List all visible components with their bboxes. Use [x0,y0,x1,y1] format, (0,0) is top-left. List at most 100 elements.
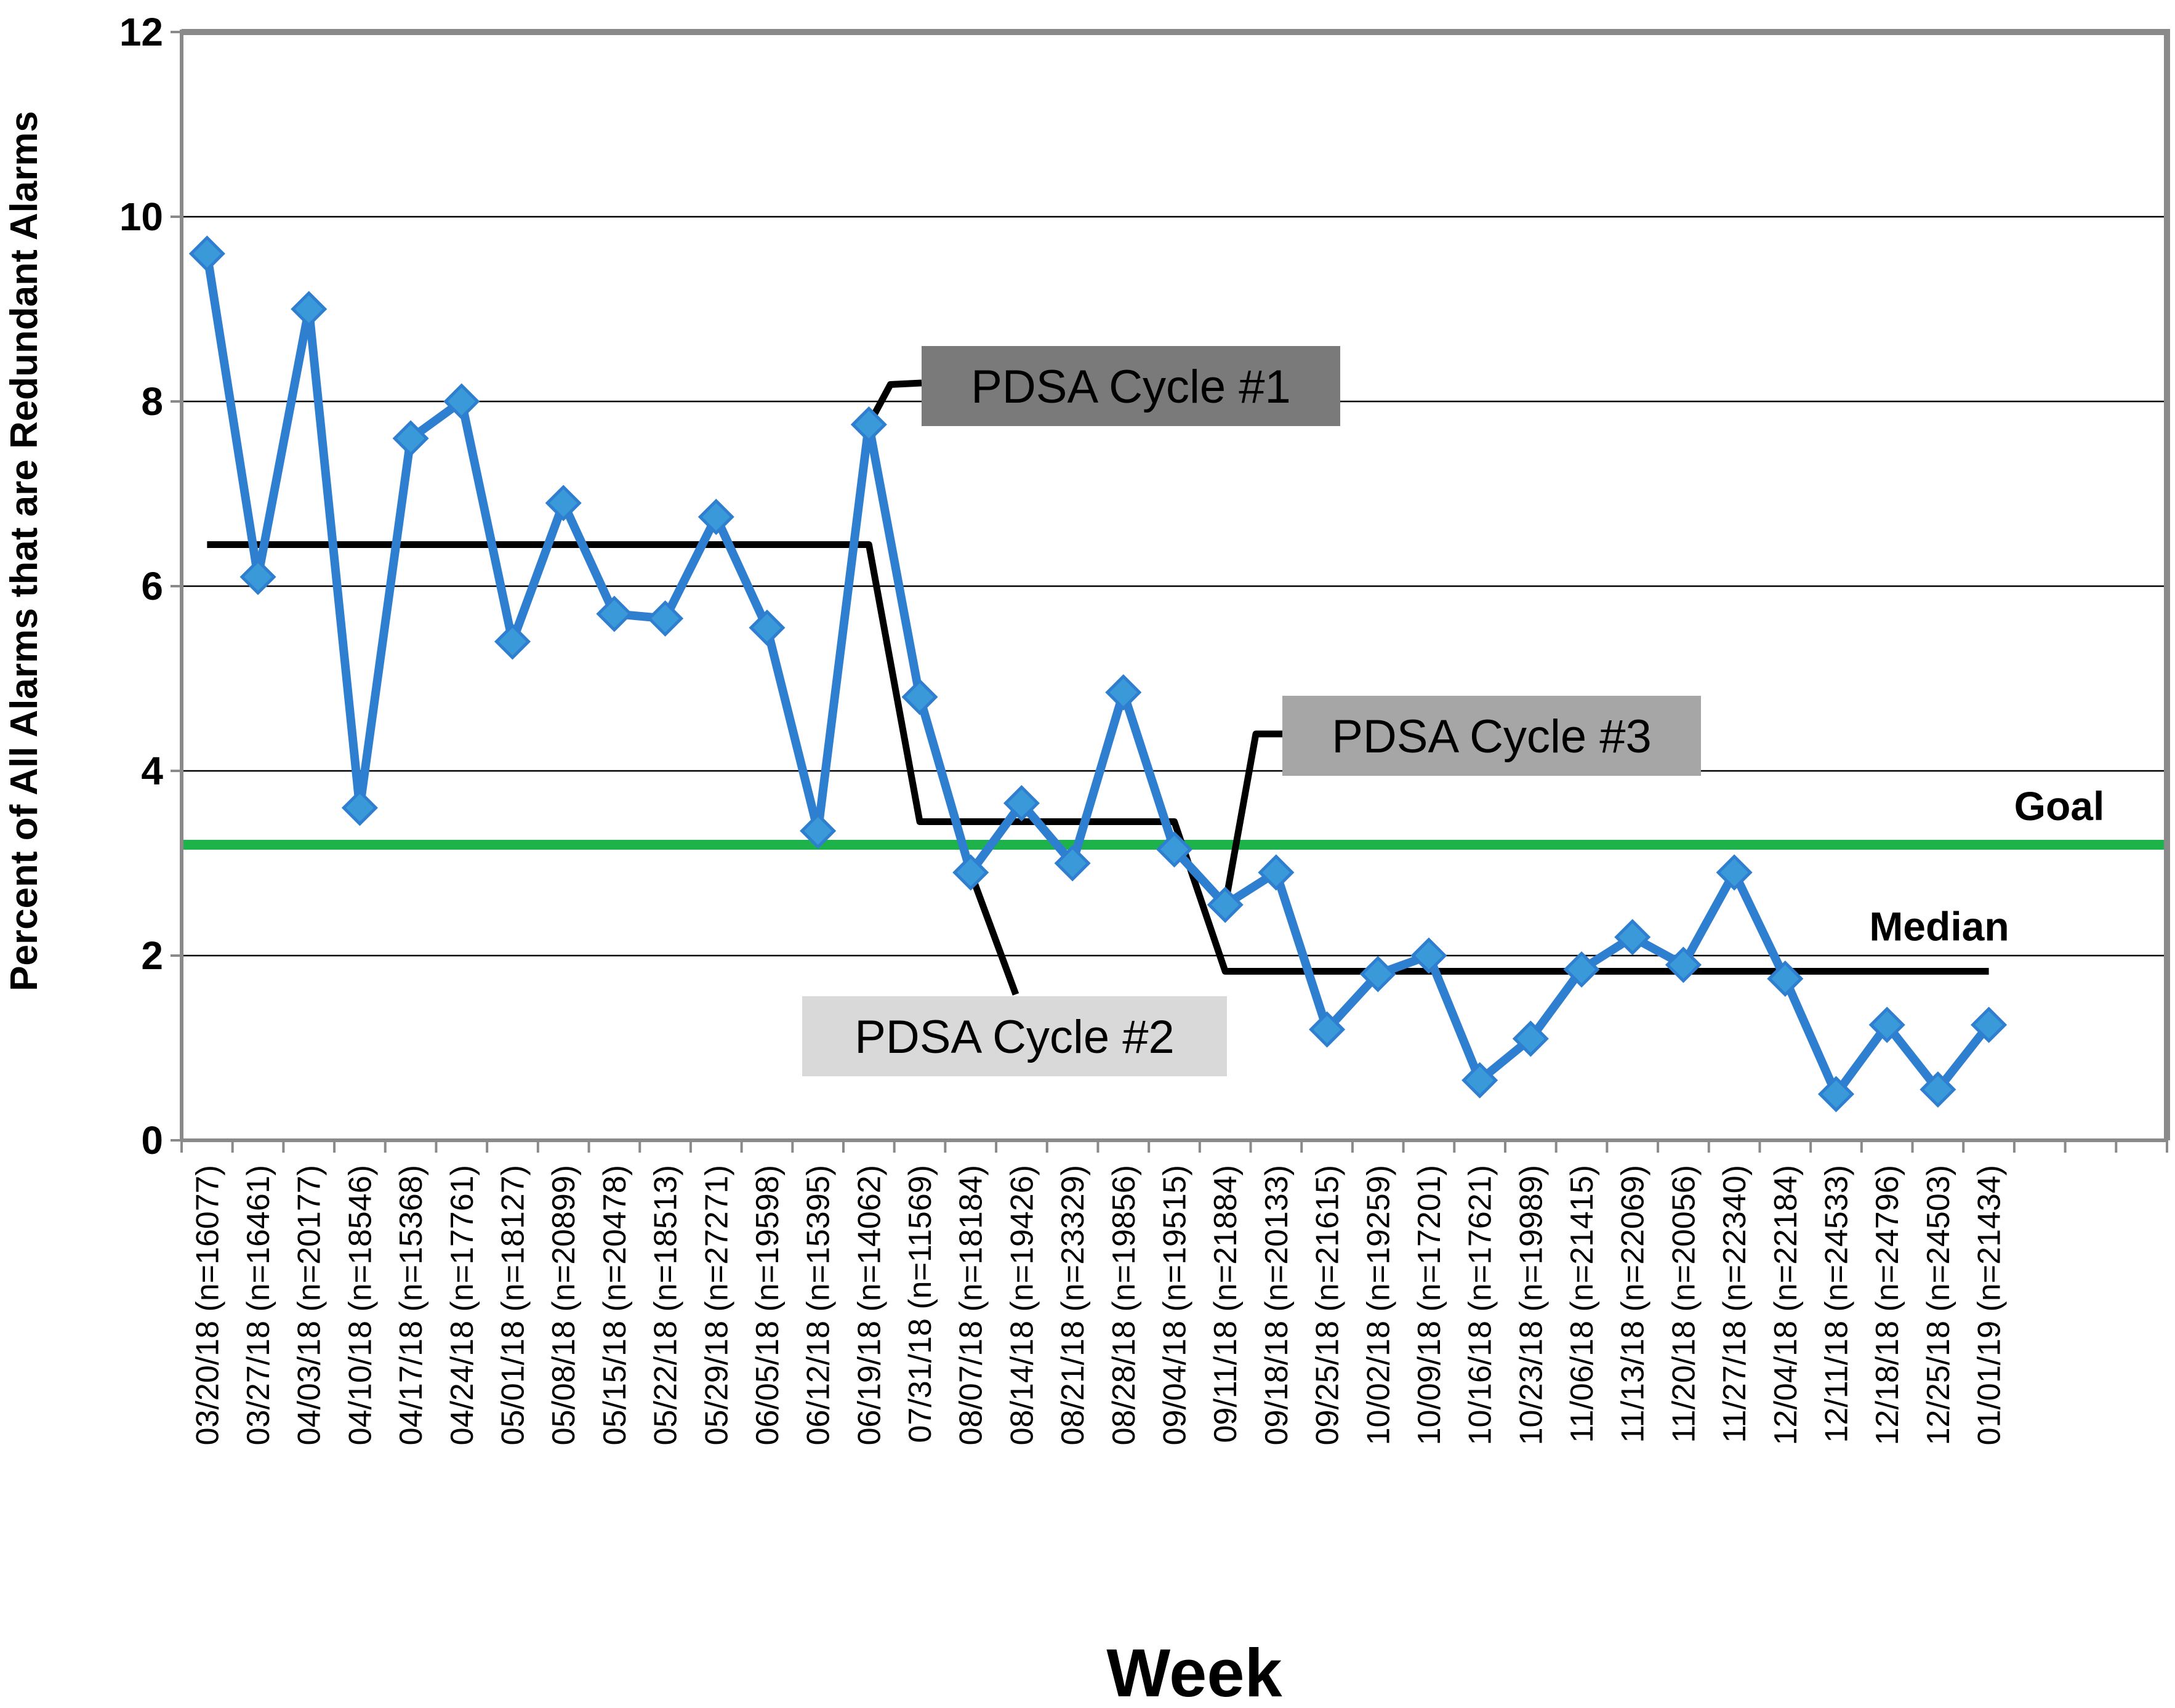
x-tick-label: 05/22/18 (n=18513) [648,1165,684,1445]
data-point-marker [291,291,328,328]
data-point-marker [392,420,429,457]
pdsa-callout-box [802,996,1227,1076]
y-tick-label: 6 [141,564,163,608]
data-point-marker [188,235,225,272]
x-tick-label: 11/27/18 (n=22340) [1717,1165,1753,1443]
data-point-marker [1563,951,1600,988]
data-point-marker [800,812,837,850]
data-point-marker [1614,919,1651,956]
x-tick-label: 05/29/18 (n=27271) [699,1165,734,1445]
pdsa-callout-label: PDSA Cycle #2 [854,1011,1175,1063]
x-axis-title: Week [1106,1635,1282,1708]
x-tick-label: 08/21/18 (n=23329) [1055,1165,1091,1445]
data-point-marker [1868,1006,1905,1044]
data-point-marker [1054,845,1091,882]
data-point-marker [1461,1061,1498,1099]
x-tick-label: 06/19/18 (n=14062) [851,1165,887,1445]
x-tick-label: 05/15/18 (n=20478) [597,1165,633,1445]
x-tick-label: 07/31/18 (n=11569) [903,1165,938,1443]
x-tick-label: 10/09/18 (n=17201) [1412,1165,1447,1445]
x-tick-label: 10/02/18 (n=19259) [1361,1165,1396,1445]
pdsa-callout-label: PDSA Cycle #3 [1332,711,1652,763]
median-layer [207,541,1989,975]
y-axis-title: Percent of All Alarms that are Redundant… [3,111,46,991]
data-point-marker [1665,946,1702,983]
data-point-marker [545,485,582,522]
data-point-marker [443,383,480,420]
x-tick-label: 11/13/18 (n=22069) [1615,1165,1651,1443]
data-point-marker [1716,854,1753,891]
data-point-marker [596,595,633,632]
data-point-marker [494,623,531,660]
data-point-marker [1003,784,1040,822]
x-tick-label: 03/27/18 (n=16461) [241,1165,276,1445]
x-tick-label: 10/16/18 (n=17621) [1463,1165,1498,1445]
data-point-marker [341,789,378,826]
data-point-marker [647,600,684,637]
x-tick-label: 12/11/18 (n=24533) [1819,1165,1855,1443]
data-point-marker [749,609,786,647]
x-tick-label: 06/12/18 (n=15395) [801,1165,837,1445]
data-point-marker [1410,937,1447,974]
data-point-marker [901,679,938,715]
pdsa-leader-line [967,871,1019,996]
data-point-marker [1971,1006,2008,1044]
x-tick-label: 09/18/18 (n=20133) [1259,1165,1295,1445]
x-tick-label: 09/04/18 (n=19515) [1157,1165,1193,1445]
data-point-marker [1105,674,1142,711]
callout-layer: PDSA Cycle #1 PDSA Cycle #2 PDSA Cycle #3 [802,346,1701,1076]
series-layer [188,235,2008,1113]
y-tick-label: 10 [119,195,163,239]
x-tick-label: 03/20/18 (n=16077) [190,1165,225,1445]
x-tick-label: 08/07/18 (n=18184) [954,1165,989,1445]
x-tick-label: 09/25/18 (n=21615) [1310,1165,1346,1445]
x-tick-label: 01/01/19 (n=21434) [1972,1165,2008,1445]
axes [171,29,2170,1153]
goal-label: Goal [2014,783,2105,829]
x-tick-label: 11/20/18 (n=20056) [1666,1165,1702,1443]
data-point-marker [1258,854,1295,891]
x-tick-label: 08/28/18 (n=19856) [1106,1165,1142,1445]
x-tick-label: 12/04/18 (n=22184) [1768,1165,1804,1445]
x-tick-label: 08/14/18 (n=19426) [1004,1165,1040,1445]
y-tick-label: 8 [141,379,163,424]
data-point-marker [850,406,887,443]
median-line [207,541,1989,975]
data-point-marker [698,498,734,536]
plot-frame [182,29,2170,1140]
y-tick-label: 2 [141,933,163,978]
data-point-marker [1309,1011,1346,1048]
x-tick-label: 06/05/18 (n=19598) [750,1165,786,1445]
x-tick-label: 10/23/18 (n=19989) [1513,1165,1549,1445]
x-tick-label: 11/06/18 (n=21415) [1564,1165,1600,1443]
data-point-marker [1359,956,1396,993]
pdsa-leader-line [1221,730,1282,906]
data-point-marker [239,558,276,595]
data-point-marker [1156,831,1193,868]
pdsa-callout-label: PDSA Cycle #1 [971,361,1291,413]
data-point-marker [952,854,989,891]
series-line [203,252,1993,1098]
median-label: Median [1869,904,2009,949]
pdsa-callout-box [922,346,1340,426]
x-tick-label: 12/18/18 (n=24796) [1870,1165,1905,1445]
gridlines [182,216,2167,957]
pdsa-callout-box [1282,696,1701,776]
data-point-marker [1920,1071,1956,1108]
x-tick-label: 04/17/18 (n=15368) [393,1165,429,1445]
y-tick-label: 12 [119,10,163,54]
data-point-marker [1817,1076,1855,1113]
labels-layer: 0 2 4 6 8 10 12 03/20/18 (n=16077) 03/27/18 (n=1… [119,10,2105,1445]
data-point-marker [1767,960,1804,997]
x-tick-label: 05/01/18 (n=18127) [496,1165,531,1445]
y-tick-label: 0 [141,1118,163,1162]
x-tick-label: 05/08/18 (n=20899) [546,1165,582,1445]
data-point-marker [1207,886,1244,924]
x-tick-label: 04/24/18 (n=17761) [444,1165,480,1445]
data-point-marker [1512,1020,1549,1057]
x-tick-label: 04/10/18 (n=18546) [342,1165,378,1445]
x-tick-label: 09/11/18 (n=21884) [1208,1165,1244,1443]
y-tick-label: 4 [141,749,163,793]
